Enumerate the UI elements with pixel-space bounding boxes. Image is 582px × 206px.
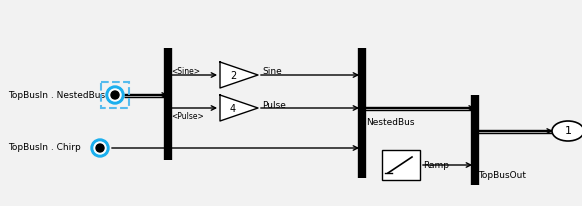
Ellipse shape	[552, 121, 582, 141]
Text: NestedBus: NestedBus	[366, 117, 414, 126]
Polygon shape	[220, 95, 258, 121]
Circle shape	[109, 89, 121, 101]
Text: <Pulse>: <Pulse>	[171, 111, 204, 121]
Text: Sine: Sine	[262, 68, 282, 76]
Text: Ramp: Ramp	[423, 160, 449, 170]
Circle shape	[96, 144, 104, 152]
Text: TopBusIn . Chirp: TopBusIn . Chirp	[8, 144, 81, 152]
Bar	[382, 150, 420, 180]
Circle shape	[106, 86, 124, 104]
Circle shape	[111, 91, 119, 99]
Circle shape	[94, 142, 106, 154]
Text: 4: 4	[230, 104, 236, 114]
Text: 1: 1	[565, 126, 572, 136]
Text: Pulse: Pulse	[262, 101, 286, 110]
Circle shape	[91, 139, 109, 157]
Bar	[101, 82, 129, 108]
Text: 2: 2	[230, 71, 236, 81]
Text: TopBusOut: TopBusOut	[478, 171, 526, 179]
Text: <Sine>: <Sine>	[171, 67, 200, 76]
Polygon shape	[220, 62, 258, 88]
Text: TopBusIn . NestedBus: TopBusIn . NestedBus	[8, 90, 105, 99]
